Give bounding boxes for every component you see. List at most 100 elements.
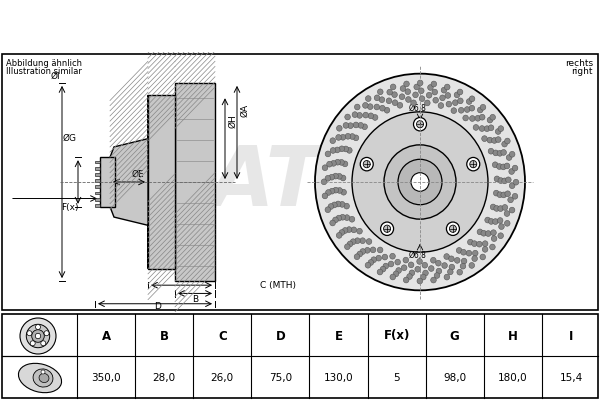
Circle shape (331, 160, 336, 166)
Circle shape (445, 92, 451, 98)
Circle shape (501, 150, 506, 155)
Circle shape (388, 261, 394, 267)
Circle shape (380, 222, 394, 236)
Circle shape (469, 105, 475, 111)
Circle shape (415, 266, 421, 272)
Circle shape (473, 124, 479, 130)
Circle shape (481, 230, 487, 236)
Circle shape (464, 107, 470, 112)
Circle shape (446, 101, 452, 107)
Circle shape (362, 124, 367, 130)
Text: 350,0: 350,0 (91, 373, 121, 383)
Text: Abbildung ähnlich: Abbildung ähnlich (6, 59, 82, 68)
Circle shape (411, 100, 416, 106)
Text: Ø6,8: Ø6,8 (409, 104, 427, 113)
Circle shape (487, 137, 493, 143)
Circle shape (372, 114, 378, 120)
Circle shape (496, 129, 501, 134)
Circle shape (448, 269, 453, 275)
Circle shape (337, 174, 342, 179)
Circle shape (512, 193, 518, 199)
Circle shape (344, 244, 350, 250)
Circle shape (336, 215, 341, 221)
Circle shape (509, 207, 515, 213)
Circle shape (360, 158, 373, 171)
Circle shape (463, 115, 469, 121)
Circle shape (499, 224, 504, 230)
Text: 75,0: 75,0 (269, 373, 292, 383)
Circle shape (431, 257, 436, 263)
Circle shape (498, 126, 503, 132)
Bar (95, 192, 100, 194)
Circle shape (480, 254, 485, 260)
Circle shape (370, 247, 376, 253)
Circle shape (365, 262, 371, 268)
Circle shape (326, 190, 331, 196)
Circle shape (368, 113, 374, 119)
Circle shape (485, 231, 491, 236)
Circle shape (30, 341, 35, 346)
Circle shape (505, 138, 510, 144)
Circle shape (469, 96, 475, 102)
Circle shape (350, 239, 356, 244)
Circle shape (504, 211, 510, 216)
Circle shape (325, 176, 331, 181)
Circle shape (345, 114, 350, 120)
Circle shape (345, 134, 351, 139)
Circle shape (476, 241, 482, 247)
Circle shape (403, 277, 409, 283)
Circle shape (376, 255, 382, 261)
Circle shape (482, 136, 487, 142)
Circle shape (498, 233, 503, 238)
Circle shape (344, 215, 350, 220)
Text: ØG: ØG (63, 134, 77, 143)
Circle shape (509, 168, 514, 174)
Circle shape (392, 100, 398, 106)
Circle shape (35, 333, 41, 339)
Text: C: C (218, 330, 227, 342)
Circle shape (490, 114, 496, 120)
Ellipse shape (39, 374, 49, 382)
Circle shape (509, 183, 515, 188)
Circle shape (451, 108, 457, 114)
Circle shape (326, 161, 332, 167)
Circle shape (365, 248, 370, 253)
Circle shape (392, 92, 397, 98)
Circle shape (449, 256, 454, 262)
Circle shape (458, 107, 464, 113)
Circle shape (422, 270, 428, 276)
Text: rechts: rechts (565, 59, 593, 68)
Circle shape (409, 262, 414, 268)
Circle shape (512, 165, 518, 171)
Circle shape (398, 159, 442, 205)
Circle shape (442, 263, 448, 268)
Circle shape (343, 228, 348, 233)
Circle shape (444, 254, 449, 260)
Circle shape (501, 192, 506, 198)
Circle shape (325, 207, 331, 213)
Circle shape (403, 257, 409, 263)
Circle shape (353, 135, 359, 141)
Circle shape (405, 89, 410, 94)
Circle shape (508, 197, 514, 203)
Circle shape (329, 174, 335, 180)
Circle shape (498, 206, 503, 212)
Circle shape (333, 187, 338, 193)
Circle shape (367, 104, 373, 110)
Circle shape (341, 189, 346, 195)
Circle shape (488, 125, 494, 131)
Text: 26,0: 26,0 (211, 373, 234, 383)
Circle shape (335, 201, 341, 207)
Circle shape (20, 318, 56, 354)
Circle shape (497, 192, 503, 198)
Circle shape (433, 97, 439, 103)
Circle shape (506, 177, 511, 183)
Circle shape (491, 236, 497, 242)
Circle shape (461, 258, 467, 264)
Text: ØI: ØI (50, 72, 60, 81)
Circle shape (438, 103, 444, 108)
Circle shape (322, 165, 328, 171)
Circle shape (377, 89, 383, 95)
Circle shape (315, 74, 525, 290)
Circle shape (32, 330, 44, 342)
